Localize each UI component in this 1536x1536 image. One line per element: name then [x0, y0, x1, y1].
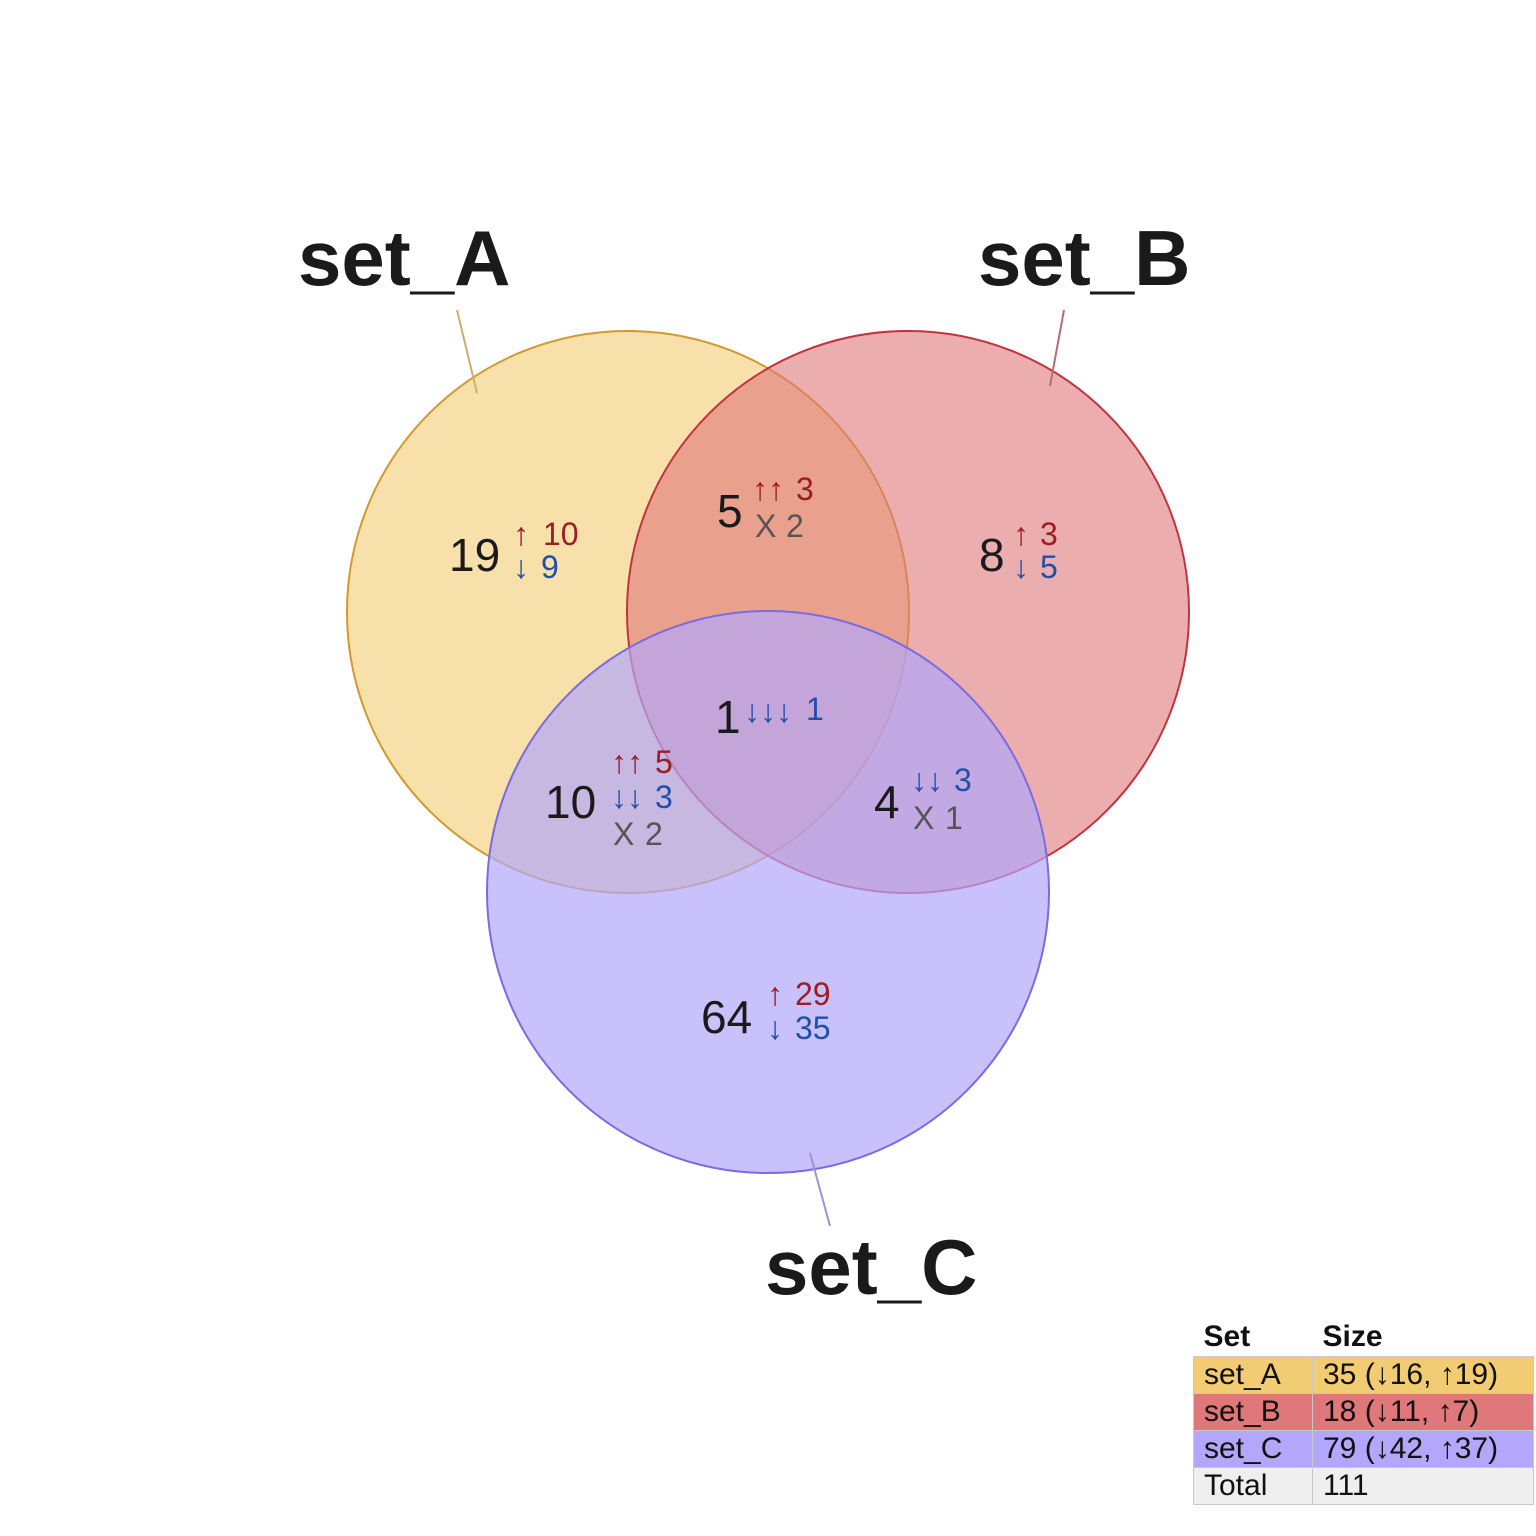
region-down-arrows: ↓↓ [911, 762, 943, 798]
region-count: 10 [545, 776, 596, 828]
leader-line-set-c [809, 1152, 831, 1227]
region-up-arrows: ↑↑ [752, 471, 784, 507]
set-label-b: set_B [978, 214, 1190, 302]
legend-header-row: Set Size [1194, 1318, 1534, 1357]
legend-set-size: 35 (↓16, ↑19) [1312, 1356, 1534, 1394]
region-a-b-c: 1 ↓↓↓ 1 [715, 691, 824, 743]
region-mixed-value: 2 [786, 508, 804, 544]
region-count: 5 [717, 485, 743, 537]
region-down-arrows: ↓↓↓ [744, 693, 792, 729]
region-b-c: 4 ↓↓ 3 X 1 [874, 762, 972, 836]
region-mixed-marker: X [913, 800, 934, 836]
leader-line-set-a [456, 309, 478, 394]
circle-set-c [486, 610, 1050, 1174]
region-down-value: 3 [655, 779, 673, 815]
set-label-a: set_A [298, 214, 510, 302]
legend-set-name: set_A [1193, 1356, 1313, 1394]
legend-row-set-c: set_C 79 (↓42, ↑37) [1193, 1430, 1534, 1468]
region-up-value: 10 [543, 516, 579, 552]
region-down-value: 1 [806, 691, 824, 727]
region-up-arrows: ↑ [513, 516, 529, 552]
legend-header-size: Size [1322, 1320, 1383, 1353]
legend-row-set-a: set_A 35 (↓16, ↑19) [1193, 1356, 1534, 1394]
region-mixed-marker: X [613, 816, 634, 852]
region-down-arrows: ↓ [1013, 549, 1029, 585]
legend-set-name: Total [1193, 1467, 1313, 1505]
region-mixed-marker: X [755, 508, 776, 544]
legend-row-total: Total 111 [1193, 1467, 1534, 1505]
region-count: 4 [874, 776, 900, 828]
region-count: 19 [449, 529, 500, 581]
region-up-value: 3 [1040, 516, 1058, 552]
legend-set-name: set_C [1193, 1430, 1313, 1468]
region-up-value: 5 [655, 744, 673, 780]
legend-set-name: set_B [1193, 1393, 1313, 1431]
region-up-arrows: ↑↑ [611, 744, 643, 780]
region-b-only: 8 ↑ 3 ↓ 5 [979, 516, 1058, 585]
legend-set-size: 18 (↓11, ↑7) [1312, 1393, 1534, 1431]
region-c-only: 64 ↑ 29 ↓ 35 [701, 976, 831, 1046]
region-up-value: 29 [795, 976, 831, 1012]
legend-set-size: 79 (↓42, ↑37) [1312, 1430, 1534, 1468]
region-count: 8 [979, 529, 1005, 581]
region-down-arrows: ↓↓ [611, 779, 643, 815]
region-down-arrows: ↓ [513, 549, 529, 585]
legend-header-set: Set [1203, 1320, 1251, 1353]
region-up-arrows: ↑ [767, 976, 783, 1012]
region-count: 64 [701, 991, 752, 1043]
region-down-value: 35 [795, 1010, 831, 1046]
legend-set-size: 111 [1312, 1467, 1534, 1505]
set-label-c: set_C [765, 1223, 977, 1311]
region-mixed-value: 1 [945, 800, 963, 836]
leader-line-set-b [1049, 309, 1065, 387]
region-a-c: 10 ↑↑ 5 ↓↓ 3 X 2 [545, 744, 673, 852]
region-count: 1 [715, 691, 741, 743]
region-down-value: 5 [1040, 549, 1058, 585]
set-size-legend: Set Size set_A 35 (↓16, ↑19) set_B 18 (↓… [1193, 1318, 1534, 1505]
legend-row-set-b: set_B 18 (↓11, ↑7) [1193, 1393, 1534, 1431]
region-down-value: 3 [954, 762, 972, 798]
region-mixed-value: 2 [645, 816, 663, 852]
region-a-only: 19 ↑ 10 ↓ 9 [449, 516, 579, 585]
region-a-b: 5 ↑↑ 3 X 2 [717, 471, 814, 544]
region-up-arrows: ↑ [1013, 516, 1029, 552]
region-down-value: 9 [541, 549, 559, 585]
region-down-arrows: ↓ [767, 1010, 783, 1046]
region-up-value: 3 [796, 471, 814, 507]
